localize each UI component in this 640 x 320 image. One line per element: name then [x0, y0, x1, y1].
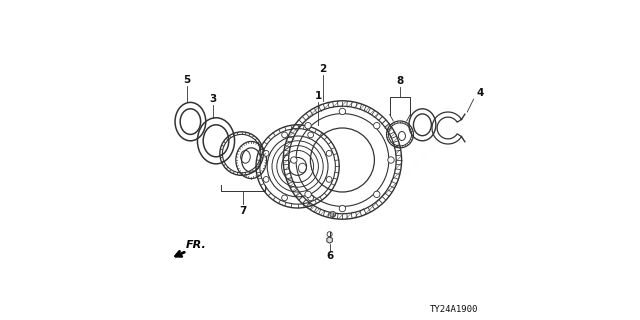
Text: 3: 3 — [209, 93, 216, 104]
Circle shape — [374, 191, 380, 197]
Circle shape — [291, 157, 297, 163]
Circle shape — [263, 150, 269, 156]
Circle shape — [330, 212, 335, 217]
Circle shape — [308, 195, 314, 201]
Text: 7: 7 — [239, 205, 247, 216]
Text: FR.: FR. — [186, 240, 207, 250]
Circle shape — [308, 132, 314, 138]
Text: TY24A1900: TY24A1900 — [430, 305, 479, 314]
Text: 1: 1 — [315, 91, 322, 101]
Text: 5: 5 — [184, 75, 191, 85]
Text: 8: 8 — [396, 76, 404, 86]
Circle shape — [282, 132, 287, 138]
Circle shape — [282, 195, 287, 201]
Circle shape — [263, 177, 269, 182]
Circle shape — [305, 123, 311, 129]
Circle shape — [374, 123, 380, 129]
Circle shape — [388, 157, 394, 163]
Circle shape — [305, 191, 311, 197]
Text: 4: 4 — [476, 88, 484, 98]
Text: 2: 2 — [319, 64, 327, 74]
Circle shape — [326, 150, 332, 156]
Circle shape — [339, 108, 346, 115]
Text: 6: 6 — [326, 251, 333, 261]
Circle shape — [339, 205, 346, 212]
Circle shape — [326, 177, 332, 182]
Polygon shape — [327, 237, 332, 243]
